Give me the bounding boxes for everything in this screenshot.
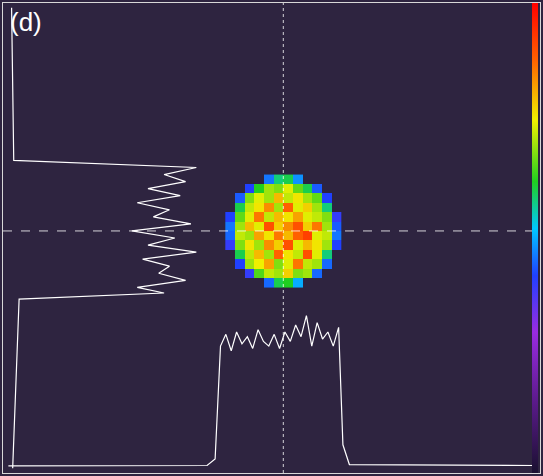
- svg-text:(d): (d): [10, 7, 42, 37]
